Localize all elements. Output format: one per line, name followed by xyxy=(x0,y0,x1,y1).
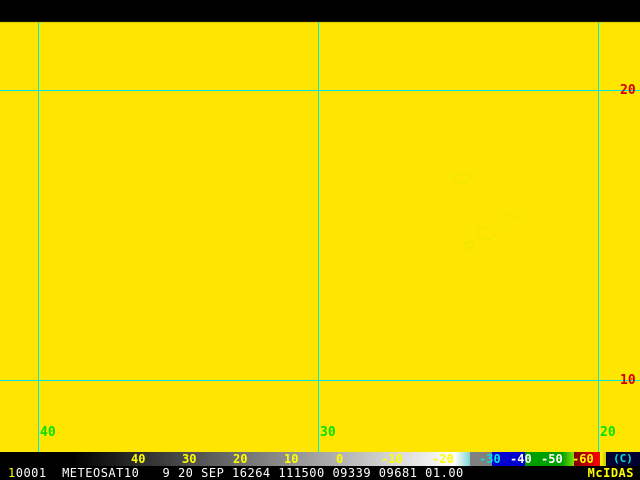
colorbar-segment xyxy=(492,452,525,466)
colorbar-segment xyxy=(525,452,562,466)
grid-meridian xyxy=(318,22,319,452)
colorbar-tick-label: -20 xyxy=(432,452,454,466)
colorbar-segment xyxy=(455,452,470,466)
mcidas-brand-label: McIDAS xyxy=(587,466,634,480)
colorbar-segment xyxy=(562,452,574,466)
colorbar-tick-label: -60 xyxy=(572,452,594,466)
latitude-label: 20 xyxy=(620,83,636,98)
colorbar-tick-label: 40 xyxy=(131,452,146,466)
status-body: 0001 METEOSAT10 9 20 SEP 16264 111500 09… xyxy=(15,466,464,480)
longitude-label: 40 xyxy=(40,425,56,440)
longitude-label: 20 xyxy=(600,425,616,440)
colorbar-tick-label: 10 xyxy=(284,452,299,466)
status-text: 10001 METEOSAT10 9 20 SEP 16264 111500 0… xyxy=(8,466,464,480)
status-bar: 10001 METEOSAT10 9 20 SEP 16264 111500 0… xyxy=(0,466,640,480)
colorbar-segment xyxy=(0,452,72,466)
colorbar-segment xyxy=(470,452,492,466)
status-lead: 1 xyxy=(8,466,16,480)
satellite-image xyxy=(0,0,640,452)
colorbar-tick-label: -10 xyxy=(381,452,403,466)
satellite-image-canvas xyxy=(0,0,640,452)
colorbar-segment xyxy=(72,452,455,466)
colorbar-units-label: (C) xyxy=(606,452,640,466)
temperature-colorbar: (C) 40 30 20 10 0 -10 -20 -30 -40 -50 -60 xyxy=(0,452,640,466)
colorbar-tick-label: -30 xyxy=(479,452,501,466)
colorbar-tick-label: 20 xyxy=(233,452,248,466)
colorbar-tick-label: -50 xyxy=(541,452,563,466)
colorbar-tick-label: 0 xyxy=(336,452,344,466)
latitude-label: 10 xyxy=(620,373,636,388)
grid-parallel xyxy=(0,380,640,381)
grid-meridian xyxy=(598,22,599,452)
colorbar-segment xyxy=(574,452,600,466)
colorbar-tick-label: -40 xyxy=(510,452,532,466)
grid-parallel xyxy=(0,90,640,91)
grid-meridian xyxy=(38,22,39,452)
longitude-label: 30 xyxy=(320,425,336,440)
colorbar-tick-label: 30 xyxy=(182,452,197,466)
